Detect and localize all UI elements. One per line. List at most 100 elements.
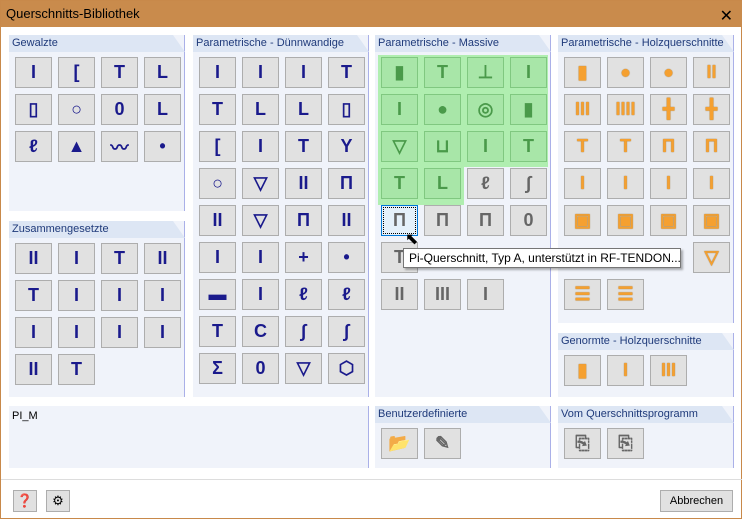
- section-button-i-box[interactable]: I: [144, 317, 181, 348]
- section-button-angle[interactable]: L: [144, 57, 181, 88]
- section-button-tee-solid[interactable]: T: [424, 57, 461, 88]
- section-button-double-i-thin-3[interactable]: II: [328, 205, 365, 236]
- section-button-double-i[interactable]: II: [15, 243, 52, 274]
- section-button-plus-thin[interactable]: +: [285, 242, 322, 273]
- section-button-tee-thin[interactable]: T: [328, 57, 365, 88]
- section-button-trapezoid-thin-2[interactable]: ▽: [285, 353, 322, 384]
- section-button-i-thin-2[interactable]: I: [242, 57, 279, 88]
- section-button-i-timber-4[interactable]: I: [693, 168, 730, 199]
- section-button-cross-timber[interactable]: ╋: [650, 94, 687, 125]
- section-button-pi-timber-2[interactable]: Π: [693, 131, 730, 162]
- section-button-i-double[interactable]: I: [58, 280, 95, 311]
- section-button-inverted-tee-solid[interactable]: ⊥: [467, 57, 504, 88]
- section-button-circle-solid[interactable]: ●: [424, 94, 461, 125]
- section-button-box-timber-4[interactable]: ▣: [693, 205, 730, 236]
- section-button-i-solid-2[interactable]: I: [381, 94, 418, 125]
- close-icon[interactable]: ✕: [719, 8, 733, 25]
- section-button-s-thin-2[interactable]: ∫: [328, 316, 365, 347]
- section-button-z-solid[interactable]: ℓ: [467, 168, 504, 199]
- section-button-oval-solid[interactable]: 0: [510, 205, 547, 236]
- section-button-edit-section[interactable]: ✎: [424, 428, 461, 459]
- section-button-i-thin-3[interactable]: I: [285, 57, 322, 88]
- section-button-channel[interactable]: [: [58, 57, 95, 88]
- section-button-angle-unequal[interactable]: L: [144, 94, 181, 125]
- section-button-import-section[interactable]: ⎘: [564, 428, 601, 459]
- section-button-layered-timber[interactable]: ☰: [564, 279, 601, 310]
- section-button-rect-timber-std[interactable]: ▮: [564, 355, 601, 386]
- cancel-button[interactable]: Abbrechen: [660, 490, 733, 512]
- section-button-rect-solid[interactable]: ▮: [381, 57, 418, 88]
- section-button-cross-double-timber[interactable]: ╋: [693, 94, 730, 125]
- section-button-point[interactable]: •: [328, 242, 365, 273]
- section-button-triangle-thin[interactable]: ▽: [242, 168, 279, 199]
- section-button-sheet-pile[interactable]: 〰: [101, 131, 138, 162]
- section-button-double-angle-tee[interactable]: II: [144, 243, 181, 274]
- section-button-rect-timber[interactable]: ▮: [564, 57, 601, 88]
- section-button-tee-timber-2[interactable]: T: [607, 131, 644, 162]
- section-button-tee[interactable]: T: [101, 57, 138, 88]
- section-button-i-timber-2[interactable]: I: [607, 168, 644, 199]
- section-button-double-i-thin[interactable]: II: [285, 168, 322, 199]
- section-button-pi-thin-2[interactable]: Π: [285, 205, 322, 236]
- section-button-double-circle[interactable]: II: [15, 354, 52, 385]
- section-button-box-timber-2[interactable]: ▣: [607, 205, 644, 236]
- section-button-y-thin[interactable]: Y: [328, 131, 365, 162]
- section-button-i-solid[interactable]: I: [510, 57, 547, 88]
- section-button-i-timber-std[interactable]: I: [607, 355, 644, 386]
- section-button-quad-timber[interactable]: IIII: [607, 94, 644, 125]
- section-button-i-beam[interactable]: I: [15, 57, 52, 88]
- section-button-i-thin-4[interactable]: I: [199, 242, 236, 273]
- section-button-box-timber-3[interactable]: ▣: [650, 205, 687, 236]
- section-button-z-thin-2[interactable]: ℓ: [328, 279, 365, 310]
- section-button-i-slab[interactable]: I: [467, 279, 504, 310]
- section-button-ring-solid[interactable]: ◎: [467, 94, 504, 125]
- section-button-tee-thin-2[interactable]: T: [199, 94, 236, 125]
- section-button-layered-timber-2[interactable]: ☰: [607, 279, 644, 310]
- section-button-i-thin[interactable]: I: [199, 57, 236, 88]
- section-button-rail[interactable]: ▲: [58, 131, 95, 162]
- section-button-pi-b[interactable]: Π: [424, 205, 461, 236]
- section-button-u-solid[interactable]: ⊔: [424, 131, 461, 162]
- section-button-tee-timber[interactable]: T: [564, 131, 601, 162]
- section-button-double-bar[interactable]: II: [381, 279, 418, 310]
- section-button-circle-timber[interactable]: ●: [607, 57, 644, 88]
- section-button-angle-solid[interactable]: L: [424, 168, 461, 199]
- section-button-oval-thin[interactable]: 0: [242, 353, 279, 384]
- section-button-circle-hollow[interactable]: ○: [58, 94, 95, 125]
- section-button-circle-thin[interactable]: ○: [199, 168, 236, 199]
- section-button-i-small[interactable]: I: [15, 317, 52, 348]
- section-button-trapezoid-thin[interactable]: ▽: [242, 205, 279, 236]
- section-button-oval-hollow[interactable]: 0: [101, 94, 138, 125]
- section-button-c-thin-lipped[interactable]: C: [242, 316, 279, 347]
- help-icon[interactable]: ❓: [13, 490, 37, 512]
- section-button-triple-timber[interactable]: III: [564, 94, 601, 125]
- section-button-round-bar-flat[interactable]: •: [144, 131, 181, 162]
- section-button-circle-split-timber[interactable]: ●: [650, 57, 687, 88]
- section-button-rect-hollow[interactable]: ▯: [15, 94, 52, 125]
- section-button-pi-thin[interactable]: Π: [328, 168, 365, 199]
- section-button-pi-timber[interactable]: Π: [650, 131, 687, 162]
- section-button-tee-thin-3[interactable]: T: [285, 131, 322, 162]
- section-button-i-timber-3[interactable]: I: [650, 168, 687, 199]
- section-button-i-thin-6[interactable]: I: [242, 279, 279, 310]
- section-button-tee-thin-4[interactable]: T: [199, 316, 236, 347]
- section-button-i-tapered-solid[interactable]: I: [467, 131, 504, 162]
- section-button-box-timber[interactable]: ▣: [564, 205, 601, 236]
- section-button-i-plate[interactable]: I: [144, 280, 181, 311]
- section-button-bar-thin[interactable]: ▬: [199, 279, 236, 310]
- section-button-double-i-thin-2[interactable]: II: [199, 205, 236, 236]
- section-button-double-timber[interactable]: II: [693, 57, 730, 88]
- section-button-polygon-thin[interactable]: ⬡: [328, 353, 365, 384]
- section-button-trapezoid-timber[interactable]: ▽: [693, 242, 730, 273]
- section-button-z-section[interactable]: ℓ: [15, 131, 52, 162]
- section-button-angle-thin[interactable]: L: [242, 94, 279, 125]
- section-button-s-solid[interactable]: ∫: [510, 168, 547, 199]
- section-button-rect-hollow-solid[interactable]: ▮: [510, 94, 547, 125]
- section-button-channel-thin[interactable]: [: [199, 131, 236, 162]
- section-button-i-stiffened[interactable]: I: [101, 280, 138, 311]
- section-button-tee-wide[interactable]: T: [58, 354, 95, 385]
- section-button-i-double-small[interactable]: I: [101, 317, 138, 348]
- section-button-i-thin-5[interactable]: I: [242, 242, 279, 273]
- library-icon[interactable]: ⚙: [46, 490, 70, 512]
- section-button-tee-tapered-solid[interactable]: T: [510, 131, 547, 162]
